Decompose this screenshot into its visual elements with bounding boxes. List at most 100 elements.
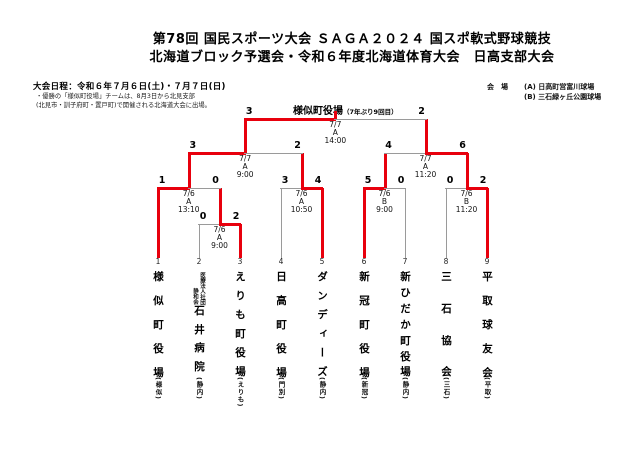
team-name-char: 町: [275, 318, 287, 330]
team-name-char: 様: [152, 271, 164, 282]
winner-path-line: [157, 188, 160, 258]
team-name-char: 協: [440, 334, 452, 346]
team-name: 日高町役場: [275, 271, 287, 377]
team-number: 7: [402, 257, 408, 266]
match-info: 7/6 B 11:20: [456, 190, 478, 214]
match-venue: A: [422, 162, 429, 171]
match-time: 11:20: [455, 205, 478, 214]
bracket-line: [280, 188, 303, 189]
schedule-line: 大会日程：令和６年７月６日(土)・７月７日(日): [33, 82, 226, 92]
match-time: 9:00: [236, 170, 254, 179]
match-score: 4: [385, 140, 392, 151]
match-venue: A: [216, 233, 223, 242]
note-line-2: (北見市・訓子府町・置戸町)で開催される北海道大会に出場。: [36, 101, 211, 109]
match-score: 2: [479, 175, 487, 186]
team-number: 3: [237, 257, 243, 266]
match-date: 7/7: [239, 154, 252, 163]
bracket-line: [383, 188, 406, 189]
team-name: 石井病院: [193, 305, 205, 371]
match-date: 7/6: [378, 189, 391, 198]
team-name-char: 場: [275, 366, 287, 378]
team-name-prefix: 医療法人社団: [199, 272, 205, 305]
winner-path-line: [300, 187, 323, 190]
match-venue: B: [381, 197, 388, 206]
winner-path-line: [187, 152, 247, 155]
match-score: 0: [199, 211, 207, 222]
bracket-line: [199, 224, 200, 258]
match-date: 7/7: [419, 154, 432, 163]
match-score: 6: [459, 140, 466, 151]
team-name-char: 場: [234, 366, 246, 377]
team-name-char: 平: [481, 271, 493, 282]
match-info: 7/7 A 11:20: [415, 155, 437, 179]
winner-path-line: [187, 153, 191, 188]
match-score: 0: [212, 175, 219, 186]
note-block: ・優勝の「様似町役場」チームは、8月3日から北見支部 (北見市・訓子府町・置戸町…: [36, 93, 211, 111]
match-time: 13:10: [177, 205, 200, 214]
match-score: 3: [189, 140, 197, 151]
team-name-char: 町: [358, 318, 370, 330]
champion-label: 様似町役場（7年ぶり9回目）: [293, 99, 398, 118]
bracket-line: [198, 224, 221, 225]
winner-path-line: [239, 224, 242, 258]
team-name-char: ー: [316, 347, 328, 358]
team-name-char: 新: [358, 271, 370, 282]
team-name-char: ン: [316, 290, 328, 301]
match-time: 11:20: [414, 170, 437, 179]
winner-path-line: [363, 188, 366, 258]
winner-path-line: [465, 153, 469, 188]
winner-path-line: [321, 188, 324, 258]
team-name-char: 場: [152, 366, 164, 378]
team-name: 平取球友会: [481, 271, 493, 377]
bracket-line: [446, 188, 447, 258]
winner-path-line: [486, 188, 489, 258]
winner-path-line: [218, 223, 241, 226]
venue-spacer: [487, 93, 524, 103]
team-name-char: 町: [152, 318, 164, 330]
match-venue: A: [298, 197, 305, 206]
match-info: 7/7 A 9:00: [237, 155, 254, 179]
bracket-line: [383, 153, 427, 154]
team-name-char: か: [399, 318, 411, 330]
match-date: 7/6: [460, 189, 473, 198]
match-date: 7/7: [329, 120, 342, 129]
match-score: 2: [232, 211, 240, 222]
team-number: 9: [484, 257, 490, 266]
team-location: (門別): [277, 377, 285, 400]
winner-path-line: [424, 152, 468, 155]
team-location: (様似): [154, 377, 162, 400]
team-name-char: 会: [481, 366, 493, 378]
winner-path-line: [244, 118, 337, 121]
bracket-line: [405, 188, 406, 258]
page-title: 第78回 国民スポーツ大会 ＳＡＧＡ２０２４ 国スポ軟式野球競技 北海道ブロック…: [0, 31, 640, 66]
match-info: 7/6 A 13:10: [178, 190, 200, 214]
bracket-line: [281, 188, 282, 258]
team-name-char: 球: [481, 318, 493, 330]
team-name-prefix: 静和会: [192, 288, 198, 305]
bracket-line: [445, 188, 468, 189]
winner-path-line: [244, 119, 248, 153]
team-name: 三石協会: [440, 271, 452, 377]
team-location: (えりも): [236, 377, 244, 408]
match-score: 2: [294, 140, 301, 151]
winner-path-line: [218, 188, 222, 224]
team-location: (三石): [442, 377, 450, 400]
team-name-char: 会: [440, 366, 452, 377]
team-name-char: 役: [275, 342, 287, 354]
match-score: 0: [446, 175, 454, 186]
match-info: 7/6 B 9:00: [376, 190, 393, 214]
team-name: 新ひだか町役場: [399, 271, 411, 377]
venue-block: 会 場 (A) 日高町営富川球場 (B) 三石緑ヶ丘公園球場: [487, 83, 601, 103]
team-name-char: ィ: [316, 328, 328, 339]
winner-path-line: [424, 119, 428, 153]
team-name-char: 石: [193, 305, 205, 316]
team-name-char: 日: [275, 271, 287, 282]
team-name-char: も: [234, 309, 246, 320]
bracket-line: [187, 188, 221, 189]
team-name-char: 新: [399, 271, 411, 282]
match-time: 14:00: [324, 136, 347, 145]
bracket-line: [244, 153, 303, 154]
team-location: (静内): [318, 377, 326, 400]
team-name-char: 井: [193, 323, 205, 335]
